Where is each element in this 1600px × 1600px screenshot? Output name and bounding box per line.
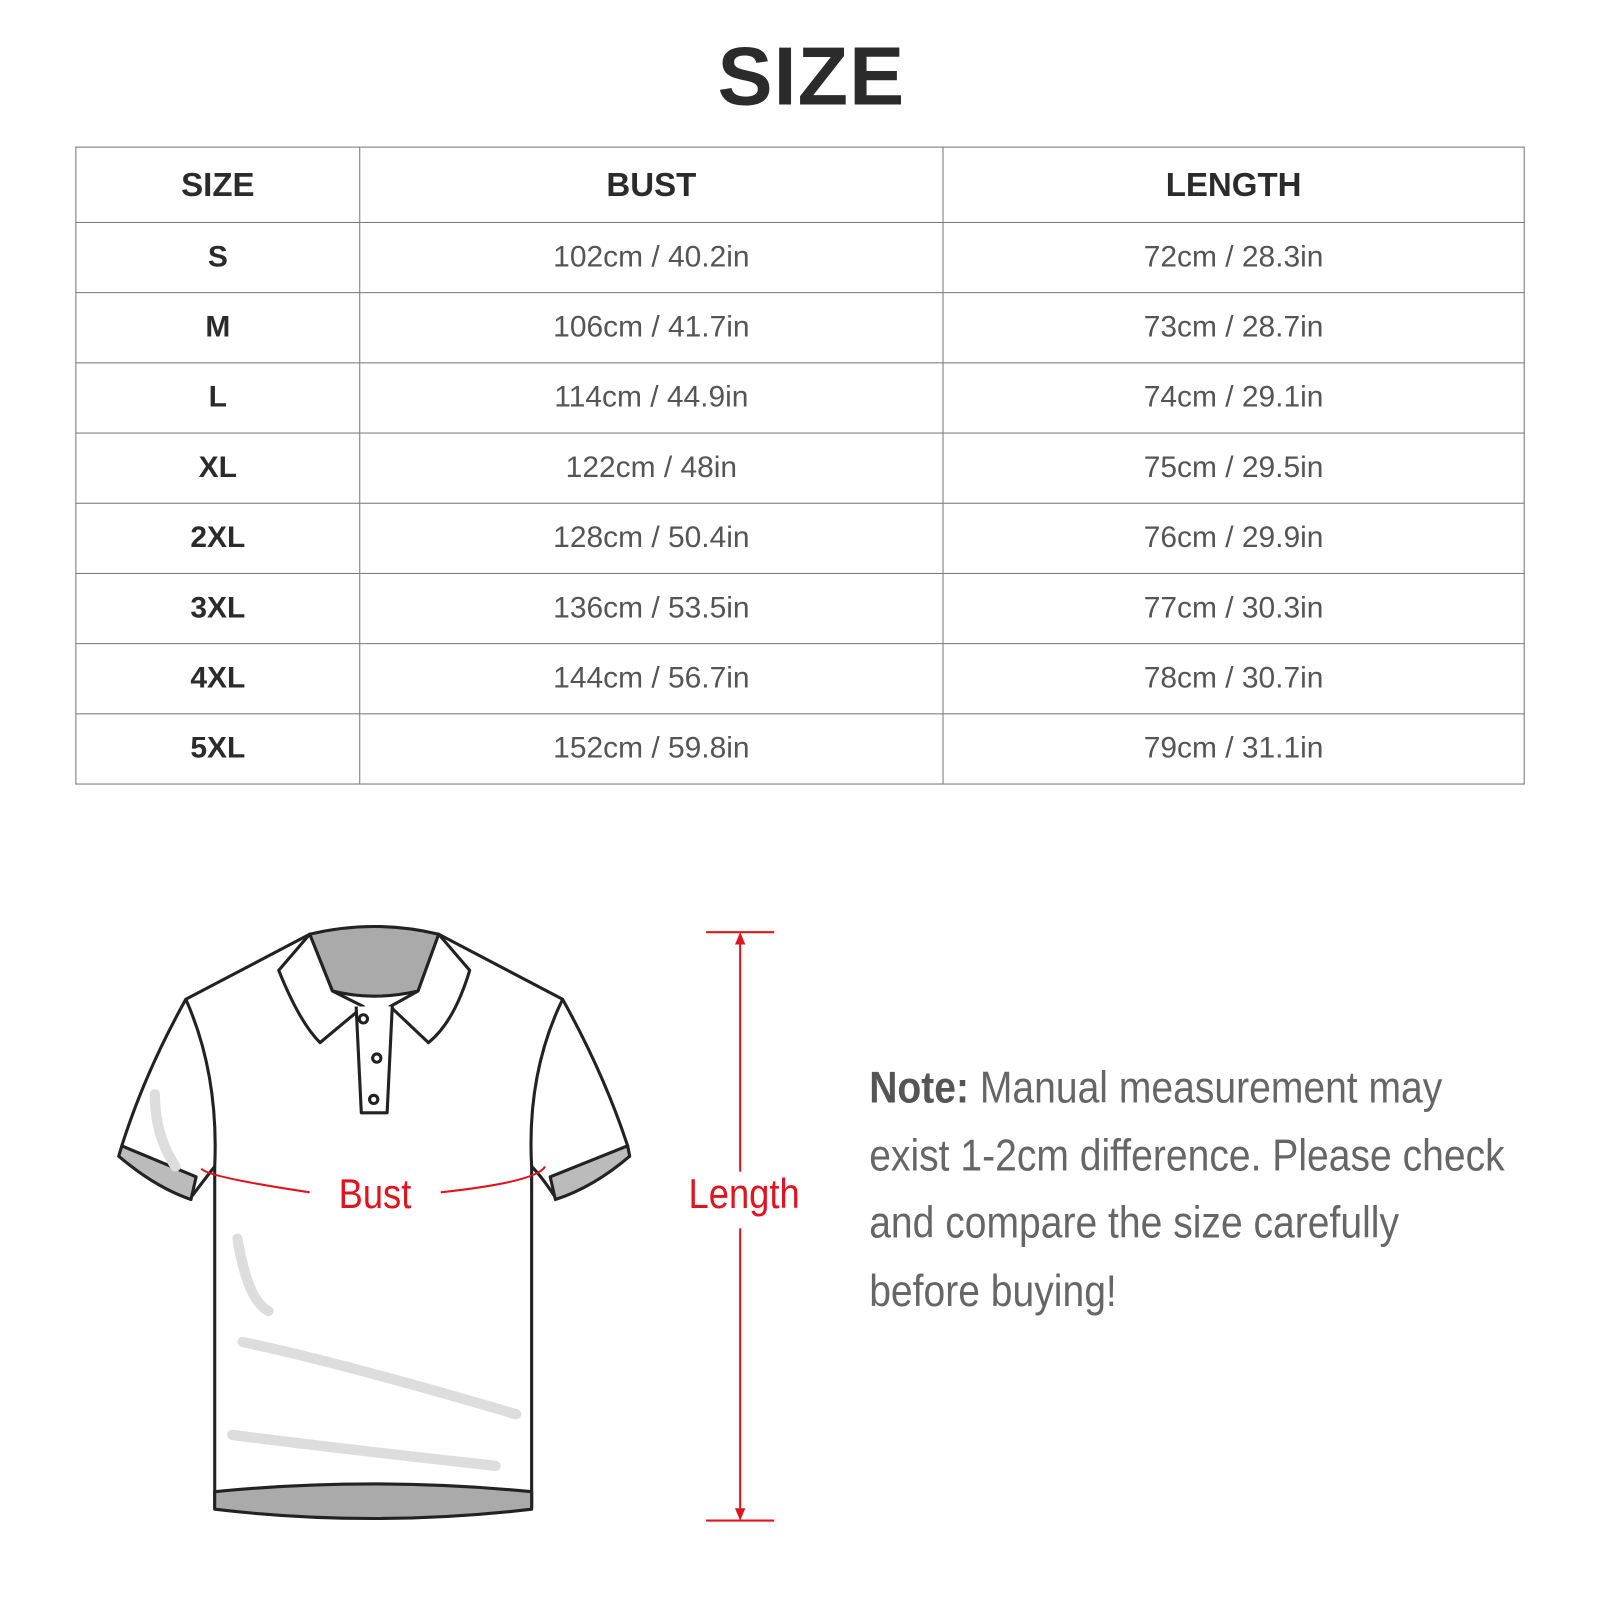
cell-bust: 102cm / 40.2in [359, 221, 944, 294]
table-row: S 102cm / 40.2in 72cm / 28.3in [75, 221, 1525, 294]
cell-bust: 144cm / 56.7in [359, 643, 944, 715]
cell-length: 72cm / 28.3in [942, 221, 1525, 294]
table-row: 2XL 128cm / 50.4in 76cm / 29.9in [75, 502, 1525, 574]
cell-bust: 152cm / 59.8in [359, 713, 944, 785]
table-row: XL 122cm / 48in 75cm / 29.5in [75, 432, 1525, 504]
cell-size: S [75, 221, 361, 294]
cell-size: XL [75, 432, 361, 504]
cell-size: 4XL [75, 643, 361, 715]
cell-size: 3XL [75, 572, 361, 645]
size-table: SIZE BUST LENGTH S 102cm / 40.2in 72cm / 2… [75, 146, 1525, 785]
table-row: 4XL 144cm / 56.7in 78cm / 30.7in [75, 643, 1525, 715]
cell-length: 79cm / 31.1in [942, 713, 1525, 785]
cell-length: 73cm / 28.7in [942, 292, 1525, 364]
header-size: SIZE [75, 146, 361, 223]
length-label: Length [688, 1171, 800, 1218]
cell-size: M [75, 292, 361, 364]
cell-size: 2XL [75, 502, 361, 574]
table-row: 3XL 136cm / 53.5in 77cm / 30.3in [75, 572, 1525, 645]
cell-bust: 136cm / 53.5in [359, 572, 944, 645]
cell-size: L [75, 362, 361, 434]
cell-bust: 106cm / 41.7in [359, 292, 944, 364]
note-body: Manual measurement may exist 1-2cm diffe… [869, 1063, 1505, 1316]
table-row: 5XL 152cm / 59.8in 79cm / 31.1in [75, 713, 1525, 785]
cell-length: 77cm / 30.3in [942, 572, 1525, 645]
page-title: SIZE [717, 29, 906, 122]
cell-length: 75cm / 29.5in [942, 432, 1525, 504]
cell-length: 78cm / 30.7in [942, 643, 1525, 715]
table-row: M 106cm / 41.7in 73cm / 28.7in [75, 292, 1525, 364]
cell-length: 76cm / 29.9in [942, 502, 1525, 574]
note-label: Note: [869, 1063, 970, 1113]
header-length: LENGTH [942, 146, 1525, 223]
bust-label: Bust [338, 1171, 412, 1218]
note-text: Note: Manual measurement may exist 1-2cm… [869, 1055, 1505, 1325]
cell-size: 5XL [75, 713, 361, 785]
cell-bust: 128cm / 50.4in [359, 502, 944, 574]
cell-length: 74cm / 29.1in [942, 362, 1525, 434]
cell-bust: 122cm / 48in [359, 432, 944, 504]
